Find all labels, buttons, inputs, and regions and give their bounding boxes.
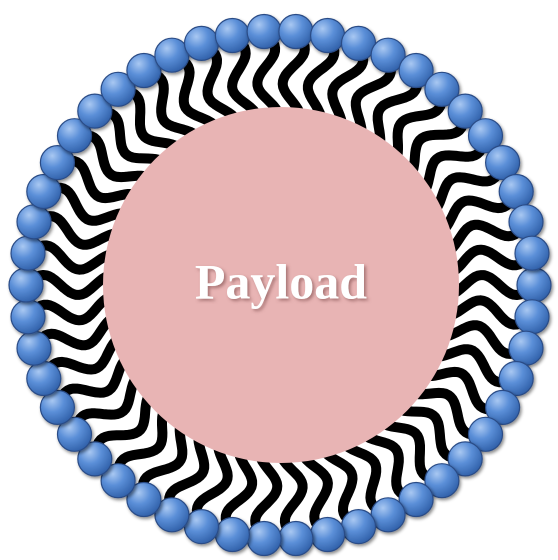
lipid-head <box>10 299 46 335</box>
lipid-heads <box>8 13 552 557</box>
lipid-head <box>100 71 136 107</box>
lipid-head <box>370 497 406 533</box>
lipid-head <box>77 441 113 477</box>
lipid-head <box>10 235 46 271</box>
lipid-head <box>508 330 544 366</box>
lipid-head <box>485 389 521 425</box>
lipid-head <box>467 118 504 154</box>
lipid-head <box>214 17 250 54</box>
lipid-head <box>310 17 346 54</box>
lipid-head <box>516 267 552 303</box>
lipid-head <box>126 481 162 518</box>
lipid-head <box>56 416 93 452</box>
lipid-head <box>246 13 282 50</box>
lipid-head <box>214 516 250 553</box>
lipid-head <box>398 52 434 89</box>
lipid-head <box>126 52 162 89</box>
lipid-head <box>16 204 52 240</box>
lipid-head <box>183 25 220 62</box>
lipid-head <box>514 235 550 271</box>
lipid-head <box>485 145 521 181</box>
lipid-head <box>278 13 314 50</box>
lipid-head <box>154 497 190 533</box>
lipid-head <box>16 330 52 366</box>
lipid-head <box>278 520 314 557</box>
lipid-head <box>424 71 460 107</box>
lipid-head <box>424 463 460 499</box>
lipid-head <box>183 508 220 545</box>
lipid-head <box>467 416 504 452</box>
lipid-head <box>447 93 483 129</box>
lipid-head <box>514 299 550 335</box>
lipid-head <box>508 204 544 240</box>
lipid-head <box>100 463 136 499</box>
lipid-head <box>39 145 76 181</box>
lipid-head <box>26 173 62 210</box>
lipid-head <box>340 508 377 545</box>
lipid-head <box>447 441 483 477</box>
lipid-head <box>370 37 406 73</box>
lipid-head <box>8 267 44 303</box>
lipid-head <box>498 173 534 210</box>
payload-label: Payload <box>195 253 367 309</box>
lipid-head <box>310 516 346 553</box>
lipid-head <box>39 389 76 425</box>
lipid-head <box>498 360 534 397</box>
lipid-head <box>340 25 377 62</box>
lipid-head <box>56 118 93 154</box>
payload-core <box>103 107 459 463</box>
lipid-head <box>154 37 190 73</box>
lipid-head <box>246 520 282 557</box>
lipid-head <box>26 360 62 397</box>
lipid-head <box>398 481 434 518</box>
lipid-head <box>77 93 113 129</box>
